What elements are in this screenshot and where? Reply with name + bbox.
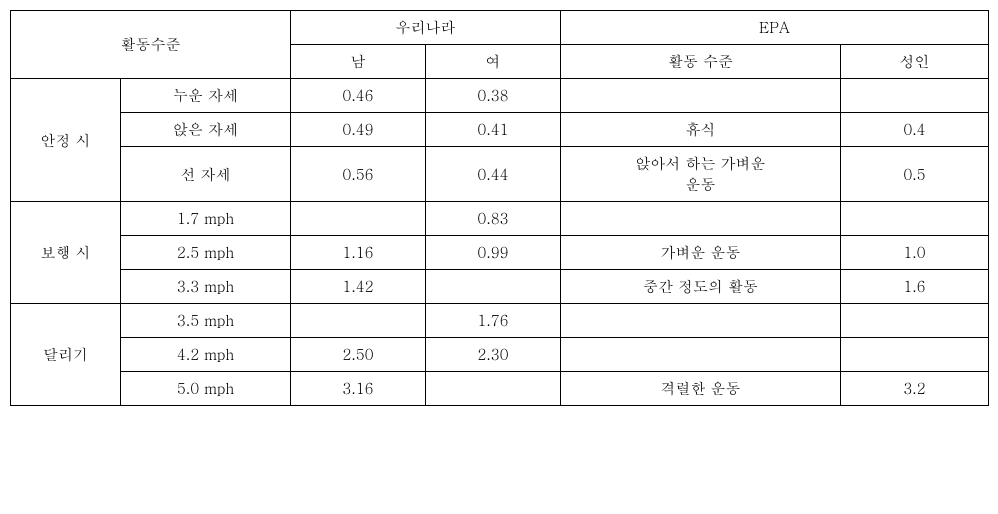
female-value-cell: 0.44	[426, 147, 561, 202]
male-value-cell: 0.56	[291, 147, 426, 202]
female-value-cell: 0.38	[426, 79, 561, 113]
female-value-cell: 1.76	[426, 304, 561, 338]
table-row: 5.0 mph3.16 격렬한 운동3.2	[11, 372, 989, 406]
subcategory-cell: 앉은 자세	[121, 113, 291, 147]
female-value-cell: 0.41	[426, 113, 561, 147]
table-row: 달리기3.5 mph1.76	[11, 304, 989, 338]
epa-adult-cell: 1.0	[841, 236, 989, 270]
epa-activity-cell: 앉아서 하는 가벼운운동	[561, 147, 841, 202]
subcategory-cell: 3.3 mph	[121, 270, 291, 304]
male-value-cell: 3.16	[291, 372, 426, 406]
subcategory-cell: 2.5 mph	[121, 236, 291, 270]
subcategory-cell: 5.0 mph	[121, 372, 291, 406]
subcategory-cell: 1.7 mph	[121, 202, 291, 236]
epa-activity-cell	[561, 338, 841, 372]
epa-activity-cell: 중간 정도의 활동	[561, 270, 841, 304]
category-cell: 달리기	[11, 304, 121, 406]
epa-adult-cell	[841, 304, 989, 338]
table-row: 2.5 mph1.160.99가벼운 운동1.0	[11, 236, 989, 270]
epa-adult-cell	[841, 79, 989, 113]
epa-activity-cell: 격렬한 운동	[561, 372, 841, 406]
header-activity-level: 활동수준	[11, 11, 291, 79]
table-row: 4.2 mph2.502.30	[11, 338, 989, 372]
male-value-cell: 1.16	[291, 236, 426, 270]
table-row: 선 자세0.560.44앉아서 하는 가벼운운동0.5	[11, 147, 989, 202]
table-row: 3.3 mph1.42 중간 정도의 활동1.6	[11, 270, 989, 304]
epa-adult-cell	[841, 202, 989, 236]
epa-adult-cell	[841, 338, 989, 372]
subcategory-cell: 4.2 mph	[121, 338, 291, 372]
female-value-cell	[426, 270, 561, 304]
male-value-cell: 1.42	[291, 270, 426, 304]
male-value-cell	[291, 304, 426, 338]
epa-activity-cell	[561, 79, 841, 113]
female-value-cell: 0.83	[426, 202, 561, 236]
epa-activity-cell: 휴식	[561, 113, 841, 147]
table-header: 활동수준 우리나라 EPA 남 여 활동 수준 성인	[11, 11, 989, 79]
subcategory-cell: 3.5 mph	[121, 304, 291, 338]
category-cell: 안정 시	[11, 79, 121, 202]
header-row-1: 활동수준 우리나라 EPA	[11, 11, 989, 45]
female-value-cell: 2.30	[426, 338, 561, 372]
male-value-cell: 0.46	[291, 79, 426, 113]
table-row: 앉은 자세0.490.41휴식0.4	[11, 113, 989, 147]
table-row: 안정 시누운 자세0.460.38	[11, 79, 989, 113]
header-epa: EPA	[561, 11, 989, 45]
male-value-cell	[291, 202, 426, 236]
epa-activity-cell	[561, 202, 841, 236]
header-epa-adult: 성인	[841, 45, 989, 79]
table-body: 안정 시누운 자세0.460.38앉은 자세0.490.41휴식0.4선 자세0…	[11, 79, 989, 406]
header-korea: 우리나라	[291, 11, 561, 45]
header-female: 여	[426, 45, 561, 79]
epa-adult-cell: 1.6	[841, 270, 989, 304]
female-value-cell	[426, 372, 561, 406]
header-epa-activity: 활동 수준	[561, 45, 841, 79]
header-male: 남	[291, 45, 426, 79]
male-value-cell: 2.50	[291, 338, 426, 372]
category-cell: 보행 시	[11, 202, 121, 304]
epa-adult-cell: 0.4	[841, 113, 989, 147]
epa-activity-cell	[561, 304, 841, 338]
epa-adult-cell: 0.5	[841, 147, 989, 202]
table-row: 보행 시1.7 mph0.83	[11, 202, 989, 236]
subcategory-cell: 선 자세	[121, 147, 291, 202]
male-value-cell: 0.49	[291, 113, 426, 147]
subcategory-cell: 누운 자세	[121, 79, 291, 113]
female-value-cell: 0.99	[426, 236, 561, 270]
epa-activity-cell: 가벼운 운동	[561, 236, 841, 270]
epa-adult-cell: 3.2	[841, 372, 989, 406]
activity-inhalation-table: 활동수준 우리나라 EPA 남 여 활동 수준 성인 안정 시누운 자세0.46…	[10, 10, 989, 406]
